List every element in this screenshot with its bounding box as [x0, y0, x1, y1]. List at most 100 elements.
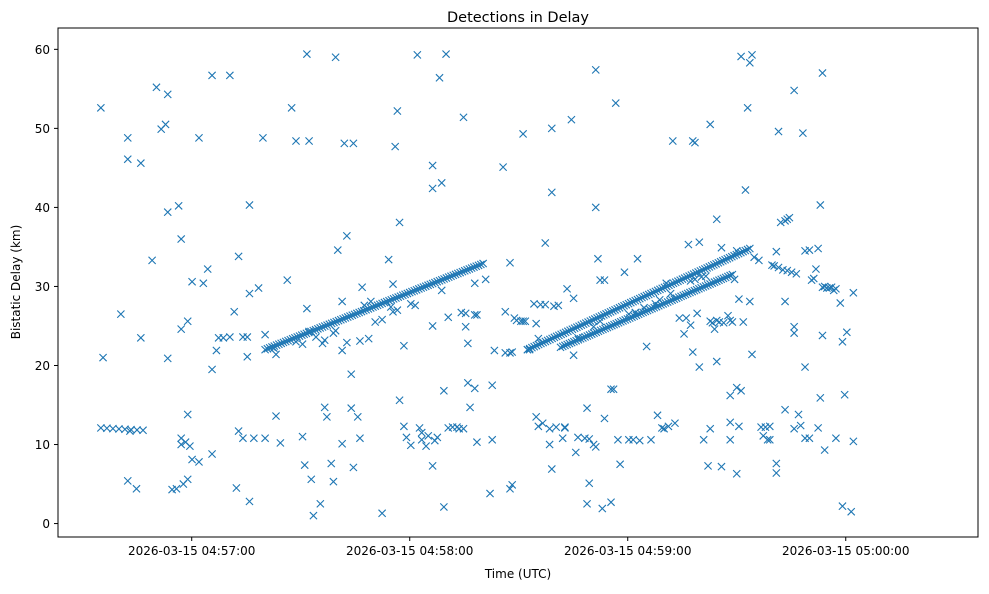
data-point: [174, 201, 183, 210]
data-point: [606, 307, 615, 316]
data-point: [245, 289, 254, 298]
data-point: [619, 316, 627, 325]
data-point: [587, 330, 596, 339]
data-point: [648, 304, 657, 313]
data-point: [706, 280, 715, 289]
data-point: [748, 350, 756, 359]
data-point: [678, 275, 687, 284]
data-point: [675, 314, 684, 323]
data-point: [419, 283, 428, 292]
data-point: [712, 259, 721, 268]
data-point: [199, 279, 208, 288]
data-point: [717, 243, 726, 252]
data-point: [472, 262, 481, 271]
data-point: [385, 296, 394, 305]
data-point: [391, 142, 400, 151]
y-tick-label: 0: [42, 517, 50, 531]
data-point: [302, 50, 311, 59]
y-axis-label: Bistatic Delay (km): [9, 225, 23, 340]
data-point: [561, 328, 570, 337]
data-point: [607, 385, 616, 394]
data-point: [460, 266, 469, 275]
data-point: [631, 296, 640, 305]
data-point: [736, 248, 745, 257]
data-point: [616, 317, 625, 326]
data-point: [304, 328, 313, 337]
data-point: [329, 318, 338, 327]
data-point: [607, 498, 616, 507]
data-point: [721, 255, 730, 264]
data-point: [748, 50, 756, 59]
data-point: [347, 404, 356, 413]
data-point: [578, 333, 587, 342]
data-point: [557, 330, 566, 339]
data-point: [307, 327, 315, 336]
data-point: [375, 300, 384, 309]
data-point: [725, 253, 734, 262]
data-point: [595, 312, 604, 321]
data-point: [203, 265, 212, 274]
data-point: [674, 293, 683, 302]
data-point: [417, 435, 426, 444]
data-point: [417, 284, 426, 293]
data-point: [739, 318, 748, 327]
data-point: [406, 441, 415, 450]
data-point: [469, 263, 478, 272]
data-point: [188, 277, 197, 286]
data-point: [133, 425, 141, 434]
data-point: [355, 336, 364, 345]
data-point: [440, 274, 449, 283]
data-point: [270, 342, 279, 351]
data-point: [272, 350, 280, 359]
data-point: [772, 468, 781, 477]
data-point: [539, 338, 548, 347]
data-point: [726, 271, 735, 280]
data-point: [581, 332, 590, 341]
data-point: [669, 279, 678, 288]
x-axis-label: Time (UTC): [484, 567, 551, 581]
data-point: [476, 260, 485, 269]
data-point: [785, 213, 794, 222]
data-point: [721, 273, 730, 282]
data-point: [439, 386, 448, 395]
data-point: [411, 301, 420, 310]
data-point: [332, 317, 341, 326]
data-point: [650, 303, 659, 312]
data-point: [444, 313, 453, 322]
data-point: [745, 58, 754, 67]
data-point: [538, 419, 547, 428]
data-point: [426, 280, 435, 289]
data-point: [794, 410, 803, 419]
data-point: [642, 291, 651, 300]
data-point: [393, 306, 402, 315]
data-point: [783, 266, 792, 275]
data-point: [479, 259, 488, 268]
data-point: [716, 257, 725, 266]
data-point: [585, 435, 594, 443]
data-point: [338, 346, 347, 355]
data-point: [506, 484, 514, 493]
data-point: [534, 334, 543, 343]
y-tick-label: 40: [35, 201, 50, 215]
data-point: [714, 276, 723, 285]
data-point: [293, 332, 302, 341]
data-point: [688, 348, 697, 357]
data-point: [428, 461, 437, 470]
data-point: [680, 274, 689, 283]
data-point: [378, 509, 387, 518]
data-point: [474, 261, 483, 270]
data-point: [506, 348, 514, 357]
data-point: [96, 103, 105, 112]
data-point: [743, 245, 752, 254]
data-point: [234, 252, 243, 261]
data-point: [743, 103, 752, 112]
data-point: [663, 297, 672, 306]
data-point: [645, 305, 654, 314]
plot-frame: [57, 27, 979, 538]
data-point: [572, 323, 581, 332]
data-point: [840, 390, 849, 399]
data-point: [415, 423, 424, 432]
data-point: [737, 386, 746, 395]
data-point: [268, 342, 276, 351]
